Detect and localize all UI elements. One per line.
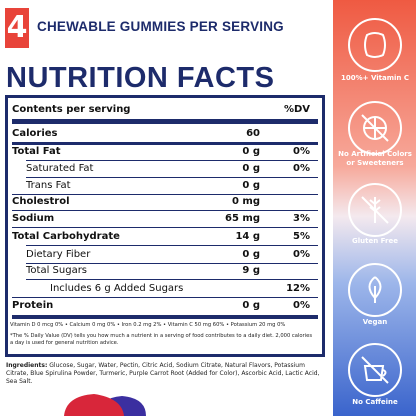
badge-icon [348,101,402,155]
nutrient-amount: 14 g [235,231,260,242]
nutrient-amount: 0 g [242,163,260,174]
nutrient-row: Trans Fat 0 g [12,178,318,194]
nutrient-label: Total Sugars [26,265,88,276]
ingredients-label: Ingredients: [6,362,48,369]
facts-table: Contents per serving %DV Calories 60 Total F… [5,95,325,357]
badge-icon [348,18,402,72]
rule [26,279,318,280]
nutrient-amount: 0 g [242,300,260,311]
rule [26,160,318,161]
tagline: CHEWABLE GUMMIES PER SERVING [37,19,284,34]
nutrient-row: Includes 6 g Added Sugars 12% [12,281,318,297]
nutrient-amount: 0 mg [231,196,260,207]
badge-label: Gluten Free [352,237,398,245]
rule [26,177,318,178]
nutrient-dv: 0% [293,163,310,174]
rule [12,194,318,195]
nutrient-label: Protein [12,300,54,311]
nutrient-row: Total Sugars 9 g [12,263,318,279]
nutrient-dv: 0% [293,249,310,260]
gummies [64,394,146,416]
serving-number: 4 [5,8,29,48]
footnote: *The % Daily Value (DV) tells you how mu… [10,333,313,346]
nutrient-amount: 65 mg [225,213,260,224]
rule [26,263,318,264]
nutrient-row: Total Carbohydrate 14 g 5% [12,229,318,245]
title: NUTRITION FACTS [6,62,275,94]
badge-label: Vegan [362,318,388,326]
badge-label: 100%+ Vitamin C [341,74,409,82]
nutrient-dv: 12% [286,283,310,294]
thick-rule [12,142,318,145]
nutrient-row: Total Fat 0 g 0% [12,144,318,160]
header-dv: %DV [283,104,310,115]
badge-icon [348,263,402,317]
nutrient-label: Sodium [12,213,55,224]
nutrient-label: Total Carbohydrate [12,231,120,242]
nutrient-label: Trans Fat [26,180,71,191]
badge-icons [348,18,402,397]
nutrient-row: Dietary Fiber 0 g 0% [12,247,318,263]
nutrient-label: Calories [12,128,58,139]
header-label: Contents per serving [12,104,131,115]
vitamins: Vitamin D 0 mcg 0% • Calcium 0 mg 0% • I… [10,322,286,328]
badge-label: No Artificial Colors or Sweeteners [338,150,412,167]
nutrient-amount: 0 g [242,146,260,157]
nutrient-label: Includes 6 g Added Sugars [50,283,184,294]
nutrient-dv: 0% [293,300,310,311]
rule [12,210,318,211]
table-header: Contents per serving %DV [12,102,318,118]
nutrient-row: Calories 60 [12,126,318,142]
nutrient-row: Saturated Fat 0 g 0% [12,161,318,177]
nutrient-row: Sodium 65 mg 3% [12,211,318,227]
nutrient-dv: 3% [293,213,310,224]
nutrient-amount: 0 g [242,249,260,260]
badge-icon [348,343,402,397]
nutrient-label: Saturated Fat [26,163,94,174]
nutrient-row: Protein 0 g 0% [12,298,318,314]
rule [26,245,318,246]
badge-label: No Caffeine [352,398,398,406]
thick-rule [12,315,318,319]
ingredients-text: Glucose, Sugar, Water, Pectin, Citric Ac… [6,362,320,385]
thick-rule [12,119,318,124]
badge-icon [348,183,402,237]
nutrient-dv: 0% [293,146,310,157]
nutrient-amount: 0 g [242,180,260,191]
ingredients: Ingredients: Glucose, Sugar, Water, Pect… [6,362,324,386]
nutrient-label: Total Fat [12,146,61,157]
nutrient-row: Cholestrol 0 mg [12,194,318,210]
rule [12,297,318,298]
nutrient-dv: 5% [293,231,310,242]
nutrient-amount: 9 g [242,265,260,276]
rule [12,227,318,228]
nutrient-label: Dietary Fiber [26,249,91,260]
nutrient-label: Cholestrol [12,196,70,207]
nutrient-amount: 60 [246,128,260,139]
